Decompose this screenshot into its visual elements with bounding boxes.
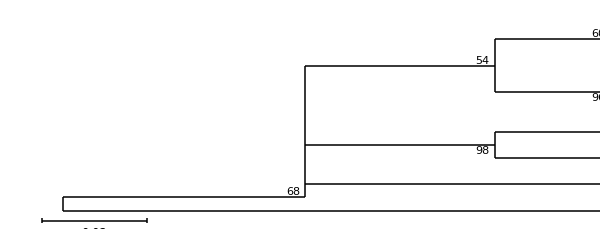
Text: 96: 96 xyxy=(591,93,600,103)
Text: 98: 98 xyxy=(475,146,490,155)
Text: 54: 54 xyxy=(475,56,490,65)
Text: 0.02: 0.02 xyxy=(82,227,108,229)
Text: 60: 60 xyxy=(591,29,600,39)
Text: 68: 68 xyxy=(286,187,300,197)
